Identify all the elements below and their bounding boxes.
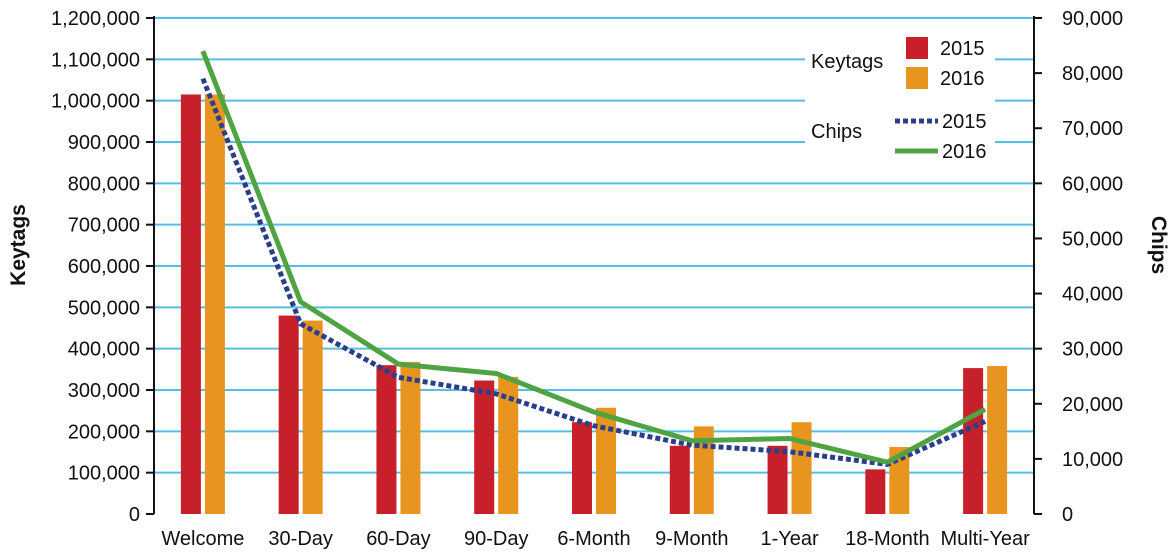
legend-label-chips-2016: 2016: [942, 141, 987, 163]
category-label: 6-Month: [557, 528, 630, 550]
right-axis-ticks: 0 10,000 20,000 30,000 40,000 50,000 60,000 70,…: [1034, 8, 1123, 526]
left-tick-label: 200,000: [68, 421, 140, 443]
bar-2015-30-Day: [278, 315, 299, 514]
right-tick-label: 70,000: [1062, 118, 1123, 140]
right-tick-label: 90,000: [1062, 8, 1123, 30]
bar-2016-60-Day: [400, 361, 421, 514]
bar-2016-9-Month: [693, 426, 714, 514]
bar-2016-Welcome: [204, 94, 225, 514]
category-labels: Welcome 30-Day 60-Day 90-Day 6-Month 9-Month 1…: [161, 528, 1030, 550]
legend-swatch-keytags-2015: [906, 37, 928, 59]
bar-2016-1-Year: [791, 422, 812, 514]
bar-2015-90-Day: [474, 380, 495, 514]
right-tick-label: 60,000: [1062, 173, 1123, 195]
right-tick-label: 20,000: [1062, 394, 1123, 416]
bar-2015-Multi-Year: [963, 368, 984, 514]
bar-2016-6-Month: [596, 407, 616, 514]
bar-2015-Welcome: [180, 94, 201, 514]
category-label: 90-Day: [464, 528, 528, 550]
right-tick-label: 50,000: [1062, 228, 1123, 250]
bar-2016-30-Day: [302, 320, 323, 514]
category-label: Multi-Year: [940, 528, 1030, 550]
legend-keytags-title: Keytags: [811, 51, 883, 73]
left-tick-label: 0: [129, 504, 140, 526]
left-tick-label: 800,000: [68, 173, 140, 195]
category-label: 9-Month: [655, 528, 728, 550]
category-label: 60-Day: [366, 528, 430, 550]
left-tick-label: 1,200,000: [51, 8, 140, 30]
left-tick-label: 700,000: [68, 215, 140, 237]
left-tick-label: 1,000,000: [51, 91, 140, 113]
y-axis-title-right: Chips: [1147, 216, 1170, 274]
line-chips-2016: [200, 50, 987, 465]
legend: Keytags 2015 2016 Chips 2015 2016: [805, 26, 995, 166]
right-tick-label: 0: [1062, 504, 1073, 526]
category-label: 1-Year: [760, 528, 819, 550]
legend-background: [805, 26, 995, 166]
right-tick-label: 80,000: [1062, 63, 1123, 85]
right-tick-label: 30,000: [1062, 339, 1123, 361]
lines-layer: [200, 50, 987, 467]
y-axis-title-left: Keytags: [7, 204, 30, 286]
left-tick-label: 900,000: [68, 132, 140, 154]
left-tick-label: 600,000: [68, 256, 140, 278]
category-label: 30-Day: [268, 528, 332, 550]
bar-2016-90-Day: [498, 376, 519, 514]
left-axis-ticks: 0 100,000 200,000 300,000 400,000 500,000 600,…: [51, 8, 154, 526]
left-tick-label: 300,000: [68, 380, 140, 402]
right-tick-label: 10,000: [1062, 449, 1123, 471]
category-label: Welcome: [161, 528, 244, 550]
legend-label-keytags-2015: 2015: [940, 38, 985, 60]
bar-2015-9-Month: [669, 445, 690, 514]
legend-label-keytags-2016: 2016: [940, 68, 985, 90]
legend-swatch-keytags-2016: [906, 67, 928, 89]
bar-2015-1-Year: [767, 445, 788, 514]
legend-chips-title: Chips: [811, 121, 862, 143]
bar-2015-60-Day: [376, 365, 397, 514]
left-tick-label: 1,100,000: [51, 49, 140, 71]
bar-2015-6-Month: [572, 422, 592, 514]
legend-label-chips-2015: 2015: [942, 111, 987, 133]
right-tick-label: 40,000: [1062, 284, 1123, 306]
bar-2016-Multi-Year: [987, 366, 1008, 514]
bar-2015-18-Month: [865, 469, 886, 514]
line-chips-2015: [200, 77, 987, 467]
left-tick-label: 500,000: [68, 297, 140, 319]
left-tick-label: 100,000: [68, 463, 140, 485]
left-tick-label: 400,000: [68, 339, 140, 361]
category-label: 18-Month: [845, 528, 930, 550]
